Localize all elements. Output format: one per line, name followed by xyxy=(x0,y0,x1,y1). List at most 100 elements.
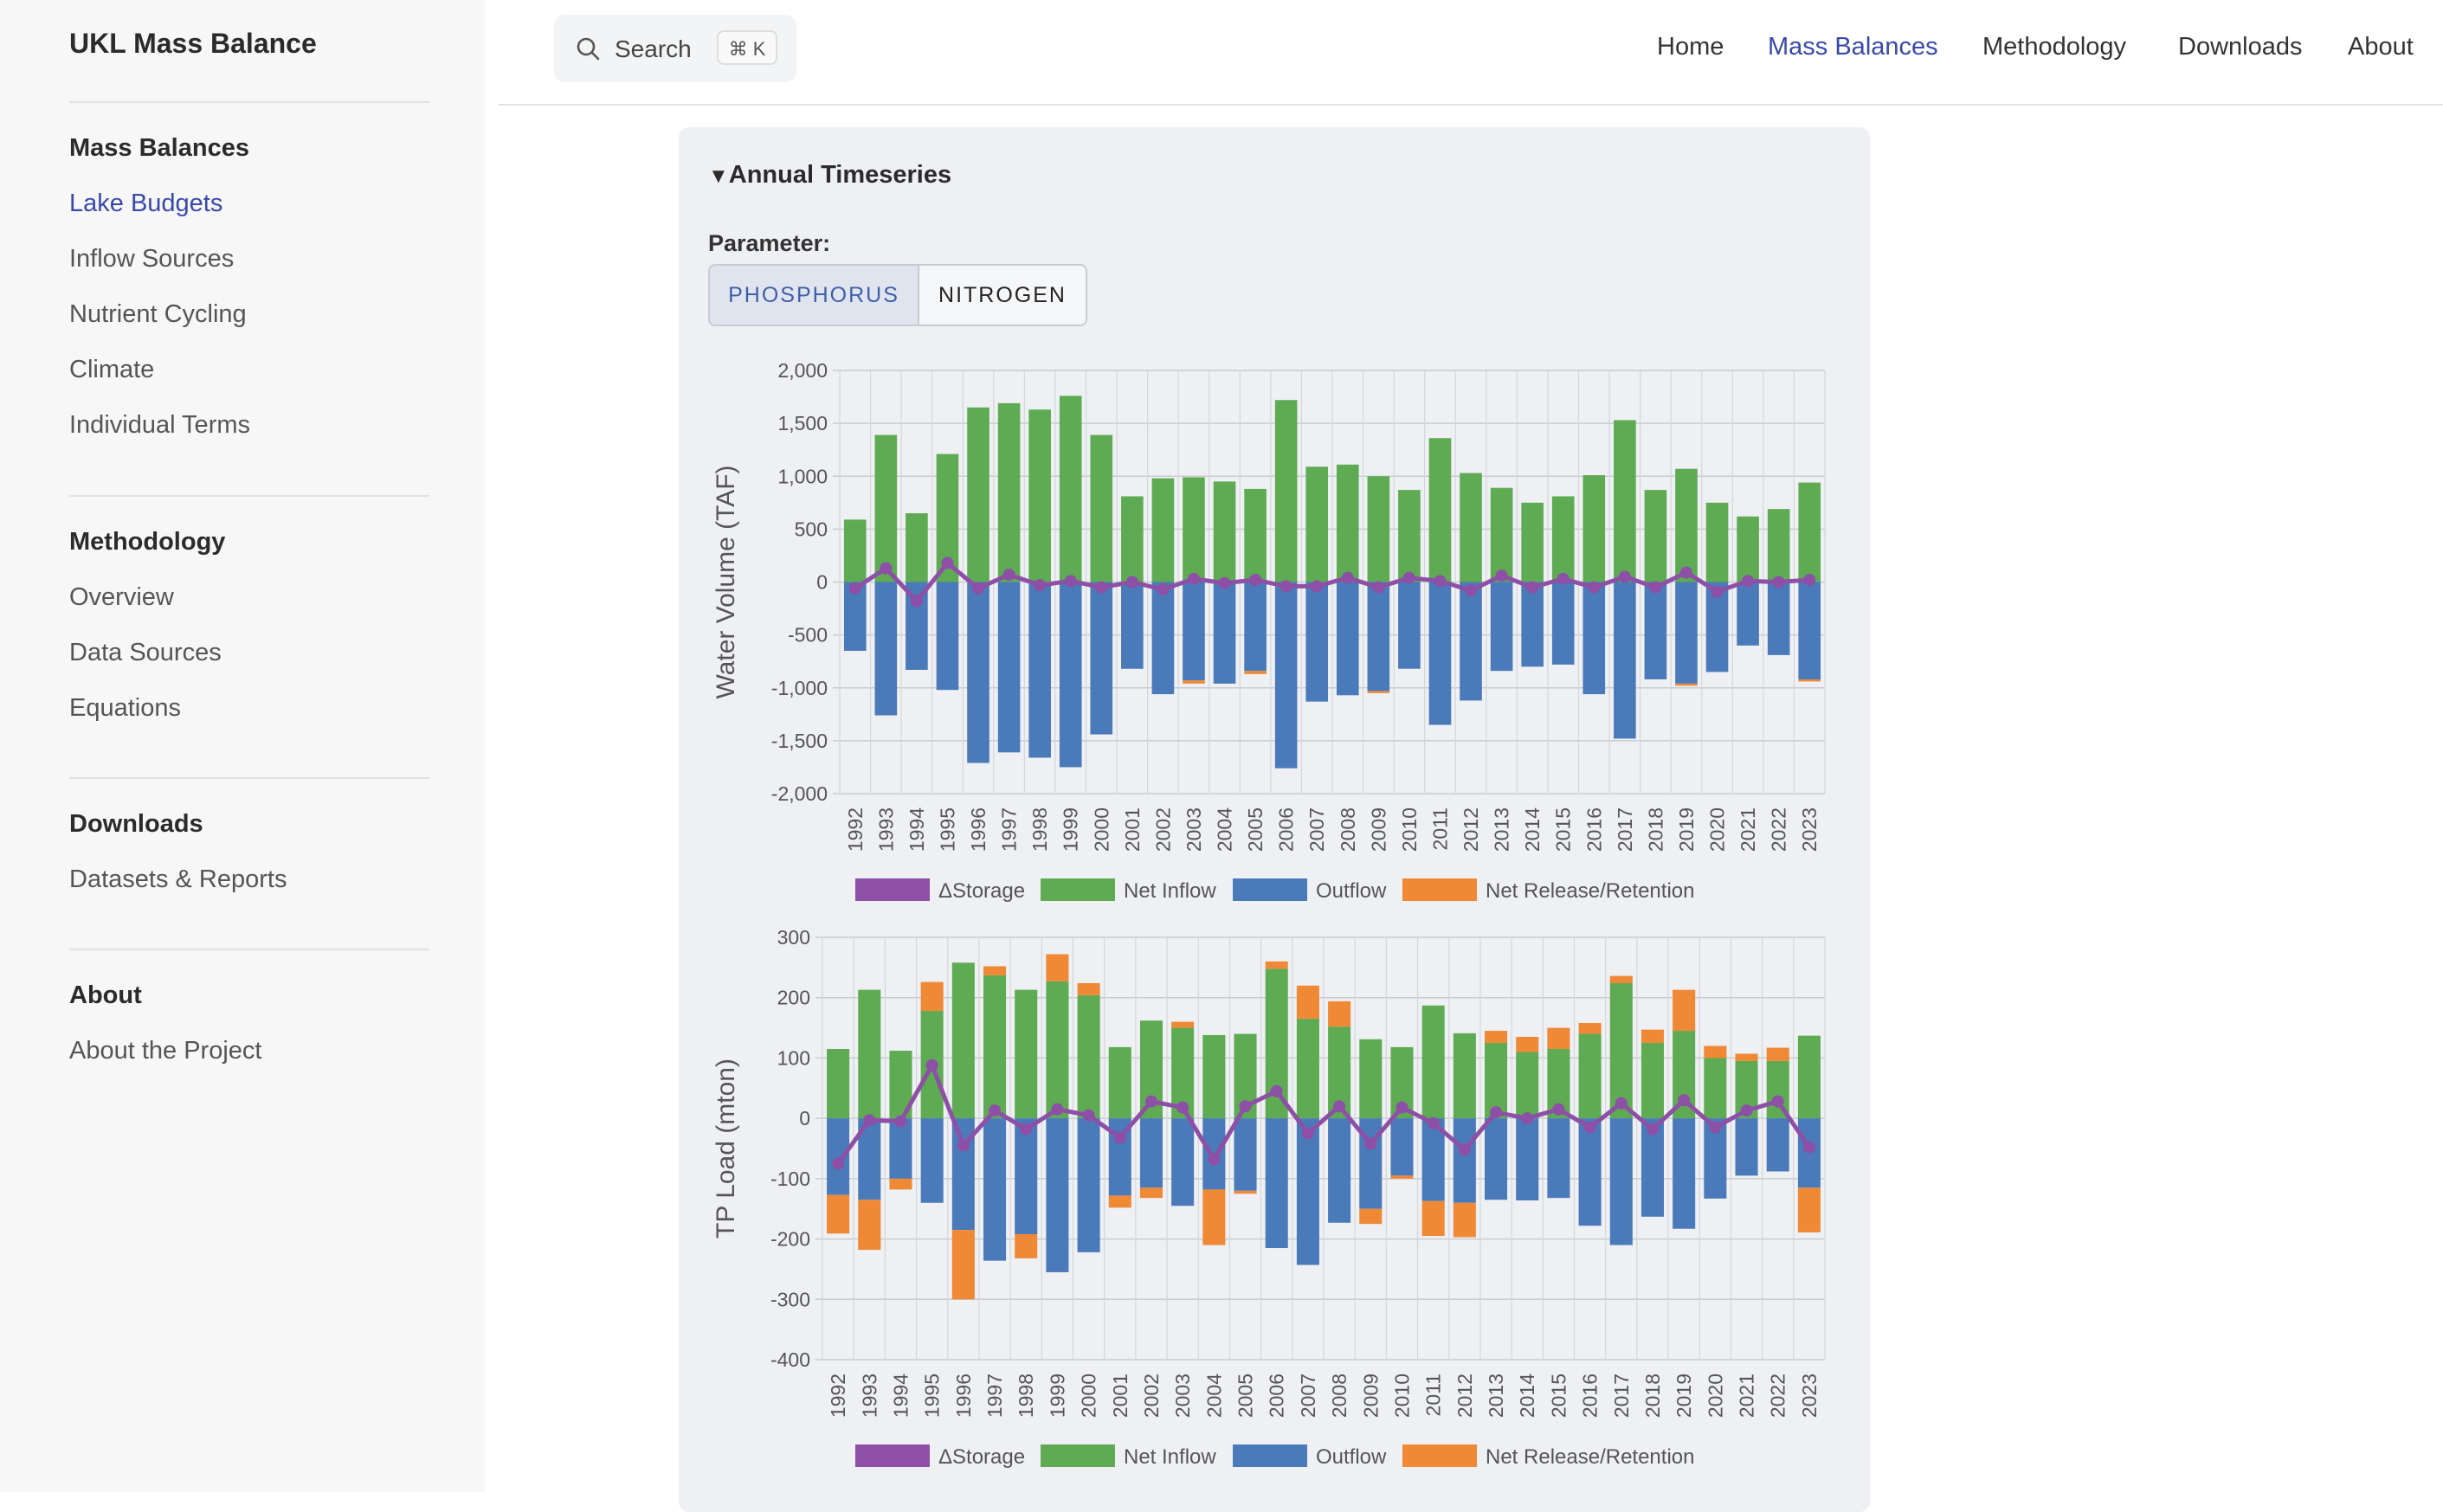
net-inflow-bar xyxy=(983,975,1007,1119)
net-release-retention-bar xyxy=(983,966,1007,975)
nav-about[interactable]: About xyxy=(2348,33,2414,61)
storage-point xyxy=(1588,581,1601,594)
outflow-bar xyxy=(1234,1118,1257,1191)
x-tick-label: 2002 xyxy=(1140,1374,1163,1418)
x-tick-label: 2001 xyxy=(1109,1374,1131,1418)
outflow-bar xyxy=(1737,582,1759,646)
net-inflow-bar xyxy=(1614,420,1636,582)
y-tick-label: -300 xyxy=(770,1288,810,1310)
x-tick-label: 2021 xyxy=(1736,1374,1758,1418)
storage-point xyxy=(1709,1121,1722,1134)
outflow-bar xyxy=(1453,1118,1476,1203)
storage-point xyxy=(1218,576,1231,589)
x-tick-label: 2010 xyxy=(1390,1374,1413,1418)
net-release-retention-bar xyxy=(858,1200,881,1251)
nav-home[interactable]: Home xyxy=(1657,33,1724,61)
sidebar-item-about-the-project[interactable]: About the Project xyxy=(69,1037,262,1065)
storage-point xyxy=(848,582,861,595)
storage-point xyxy=(1495,569,1508,582)
storage-point xyxy=(1465,584,1478,597)
outflow-bar xyxy=(1121,582,1144,669)
outflow-bar xyxy=(1578,1118,1602,1226)
x-tick-label: 1997 xyxy=(998,807,1021,852)
y-tick-label: 0 xyxy=(799,1107,810,1129)
outflow-bar xyxy=(1609,1118,1633,1245)
x-tick-label: 2021 xyxy=(1737,807,1759,852)
outflow-bar xyxy=(1274,582,1298,769)
nav-mass-balances[interactable]: Mass Balances xyxy=(1768,33,1938,61)
net-release-retention-bar xyxy=(1797,1187,1821,1232)
legend-swatch xyxy=(1402,1444,1477,1467)
sidebar-item-climate[interactable]: Climate xyxy=(69,356,155,383)
x-tick-label: 2002 xyxy=(1151,807,1174,852)
storage-point xyxy=(1557,572,1570,585)
y-tick-label: 300 xyxy=(777,926,810,949)
sidebar-item-datasets-reports[interactable]: Datasets & Reports xyxy=(69,865,287,893)
search-shortcut: ⌘ K xyxy=(717,30,777,65)
nav-methodology[interactable]: Methodology xyxy=(1982,33,2127,61)
x-tick-label: 2014 xyxy=(1516,1374,1538,1418)
x-tick-label: 1994 xyxy=(889,1374,912,1418)
storage-point xyxy=(957,1139,970,1152)
site-title[interactable]: UKL Mass Balance xyxy=(69,28,317,59)
sidebar-heading-downloads: Downloads xyxy=(69,810,203,838)
outflow-bar xyxy=(889,1118,912,1179)
net-release-retention-bar xyxy=(1609,975,1633,983)
storage-point xyxy=(832,1157,845,1170)
x-tick-label: 2001 xyxy=(1121,807,1144,852)
x-tick-label: 1993 xyxy=(858,1374,880,1418)
outflow-bar xyxy=(1090,582,1113,735)
storage-point xyxy=(1402,571,1415,584)
parameter-phosphorus-button[interactable]: PHOSPHORUS xyxy=(708,264,919,326)
net-inflow-bar xyxy=(1582,475,1606,582)
parameter-nitrogen-button[interactable]: NITROGEN xyxy=(918,264,1087,326)
annual-timeseries-toggle[interactable]: ▼Annual Timeseries xyxy=(708,161,951,190)
net-release-retention-bar xyxy=(1578,1022,1602,1034)
storage-point xyxy=(1649,581,1662,594)
storage-point xyxy=(941,557,954,569)
net-release-retention-bar xyxy=(1673,989,1696,1032)
storage-point xyxy=(1711,585,1724,598)
storage-point xyxy=(1301,1127,1314,1140)
legend-label: Outflow xyxy=(1316,879,1387,903)
y-tick-label: -400 xyxy=(770,1348,810,1371)
x-tick-label: 2008 xyxy=(1328,1374,1350,1418)
net-inflow-bar xyxy=(1296,1019,1319,1119)
sidebar: UKL Mass Balance Mass Balances Lake Budg… xyxy=(0,0,485,1492)
outflow-bar xyxy=(997,582,1021,753)
sidebar-item-inflow-sources[interactable]: Inflow Sources xyxy=(69,245,235,273)
net-inflow-bar xyxy=(997,402,1021,582)
legend-swatch xyxy=(1041,1444,1115,1467)
storage-point xyxy=(1803,574,1816,587)
sidebar-item-nutrient-cycling[interactable]: Nutrient Cycling xyxy=(69,300,247,328)
y-tick-label: -2,000 xyxy=(771,782,828,805)
storage-point xyxy=(1051,1103,1064,1116)
sidebar-item-equations[interactable]: Equations xyxy=(69,694,181,722)
sidebar-item-data-sources[interactable]: Data Sources xyxy=(69,639,222,666)
y-tick-label: 0 xyxy=(816,571,828,594)
outflow-bar xyxy=(1046,1118,1069,1272)
sidebar-item-individual-terms[interactable]: Individual Terms xyxy=(69,411,251,439)
legend-swatch xyxy=(1233,878,1307,901)
storage-point xyxy=(1742,575,1755,588)
sidebar-item-lake-budgets[interactable]: Lake Budgets xyxy=(69,190,223,217)
search-button[interactable]: Search ⌘ K xyxy=(554,15,796,82)
net-inflow-bar xyxy=(1421,1005,1445,1119)
x-tick-label: 2009 xyxy=(1367,807,1389,852)
net-inflow-bar xyxy=(1485,1043,1508,1119)
nav-downloads[interactable]: Downloads xyxy=(2178,33,2303,61)
outflow-bar xyxy=(1077,1118,1100,1252)
y-tick-label: 100 xyxy=(777,1046,810,1069)
x-tick-label: 2018 xyxy=(1644,807,1666,852)
outflow-bar xyxy=(1516,1118,1539,1200)
x-tick-label: 2013 xyxy=(1491,807,1513,852)
x-tick-label: 2019 xyxy=(1675,807,1698,852)
outflow-bar xyxy=(1767,582,1790,655)
net-inflow-bar xyxy=(1202,1034,1226,1119)
parameter-label: Parameter: xyxy=(708,230,831,256)
sidebar-item-overview[interactable]: Overview xyxy=(69,583,174,611)
x-tick-label: 2020 xyxy=(1706,807,1729,852)
net-inflow-bar xyxy=(1151,478,1175,582)
x-tick-label: 1992 xyxy=(827,1374,849,1418)
y-tick-label: 2,000 xyxy=(777,359,828,382)
